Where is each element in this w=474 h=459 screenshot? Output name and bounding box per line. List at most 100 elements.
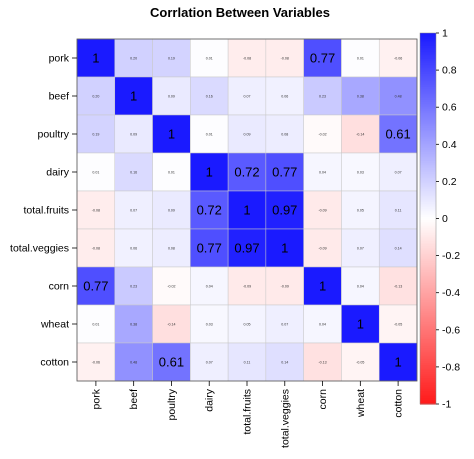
colorbar-segment [420, 177, 436, 181]
colorbar-segment [420, 168, 436, 171]
colorbar-segment [420, 242, 436, 246]
colorbar-segment [420, 211, 436, 214]
colorbar-segment [420, 366, 436, 370]
heatmap-cell [152, 114, 191, 154]
row-label: wheat [40, 319, 69, 331]
colorbar-segment [420, 94, 436, 97]
colorbar-segment [420, 57, 436, 60]
colorbar-segment [420, 400, 436, 403]
heatmap-cell [303, 114, 342, 154]
row-label: total.fruits [23, 205, 69, 217]
colorbar-segment [420, 207, 436, 210]
colorbar-segment [420, 103, 436, 106]
cell-value-label: 0.05 [357, 208, 364, 212]
colorbar-segment [420, 142, 436, 145]
colorbar-segment [420, 279, 436, 283]
colorbar-segment [420, 383, 436, 387]
cell-value-label: 0.06 [130, 246, 137, 250]
heatmap-cell [114, 114, 153, 154]
column-label: total.veggies [279, 389, 291, 448]
cell-value-label: -0.13 [394, 284, 402, 288]
colorbar-segment [420, 296, 436, 299]
colorbar-segment [420, 107, 436, 110]
colorbar-segment [420, 365, 436, 368]
colorbar-segment [420, 372, 436, 375]
cell-value-label: 0.61 [159, 355, 184, 370]
heatmap-cell [265, 304, 304, 344]
colorbar-segment [420, 60, 436, 64]
colorbar-segment [420, 385, 436, 388]
colorbar-segment [420, 55, 436, 58]
colorbar-segment [420, 185, 436, 188]
heatmap-cell [190, 152, 229, 192]
row-label: cotton [40, 357, 69, 369]
heatmap-cell [227, 38, 267, 78]
cell-value-label: 0.03 [206, 322, 213, 326]
cell-value-label: 0.97 [272, 203, 297, 218]
cell-value-label: 0.08 [281, 132, 288, 136]
heatmap-cell [152, 342, 191, 382]
colorbar-segment [420, 270, 436, 273]
colorbar-segment [420, 42, 436, 45]
colorbar-segment [420, 40, 436, 43]
cell-value-label: 0.77 [272, 165, 297, 180]
colorbar-segment [420, 231, 436, 234]
cell-value-label: 1 [168, 127, 175, 142]
heatmap-cell [114, 228, 153, 268]
cell-value-label: -0.14 [356, 132, 364, 136]
colorbar-tick-label: -0.2 [442, 250, 460, 262]
colorbar-segment [420, 68, 436, 71]
colorbar-segment [420, 96, 436, 99]
colorbar-segment [420, 300, 436, 303]
cell-value-label: 1 [357, 317, 364, 332]
colorbar-segment [420, 307, 436, 310]
colorbar-tick-label: 0.2 [442, 176, 457, 188]
heatmap-cell [76, 114, 116, 154]
cell-value-label: -0.02 [167, 284, 175, 288]
heatmap-cell [152, 228, 191, 268]
colorbar-segment [420, 238, 436, 242]
colorbar-segment [420, 58, 436, 62]
colorbar-segment [420, 125, 436, 129]
heatmap-cell [190, 304, 229, 344]
colorbar-segment [420, 220, 436, 223]
colorbar-segment [420, 357, 436, 361]
colorbar-segment [420, 62, 436, 66]
heatmap-cell [303, 190, 342, 230]
colorbar-segment [420, 123, 436, 127]
cell-value-label: -0.09 [243, 284, 251, 288]
colorbar-segment [420, 120, 436, 123]
colorbar-segment [420, 166, 436, 170]
colorbar-segment [420, 109, 436, 112]
cell-value-label: 1 [394, 355, 401, 370]
cell-value-label: 1 [281, 241, 288, 256]
colorbar-segment [420, 340, 436, 344]
colorbar-segment [420, 342, 436, 346]
colorbar-segment [420, 324, 436, 327]
heatmap-cell [114, 152, 153, 192]
colorbar-segment [420, 288, 436, 292]
colorbar-segment [420, 378, 436, 381]
heatmap-cell [378, 114, 418, 154]
cell-value-label: 0.48 [130, 360, 137, 364]
colorbar-segment [420, 255, 436, 259]
cell-value-label: 0.38 [357, 94, 364, 98]
colorbar-segment [420, 105, 436, 108]
colorbar-segment [420, 326, 436, 329]
colorbar-segment [420, 92, 436, 95]
heatmap-cell [76, 38, 116, 78]
cell-value-label: 0.61 [385, 127, 410, 142]
colorbar-segment [420, 327, 436, 331]
cell-value-label: 0.19 [168, 56, 175, 60]
colorbar-segment [420, 153, 436, 157]
colorbar-segment [420, 374, 436, 377]
colorbar-segment [420, 45, 436, 49]
cell-value-label: 0.09 [168, 208, 175, 212]
colorbar-segment [420, 146, 436, 149]
colorbar-segment [420, 266, 436, 270]
colorbar-segment [420, 253, 436, 257]
colorbar-segment [420, 172, 436, 175]
colorbar-segment [420, 192, 436, 195]
cell-value-label: 1 [130, 89, 137, 104]
colorbar-segment [420, 140, 436, 144]
